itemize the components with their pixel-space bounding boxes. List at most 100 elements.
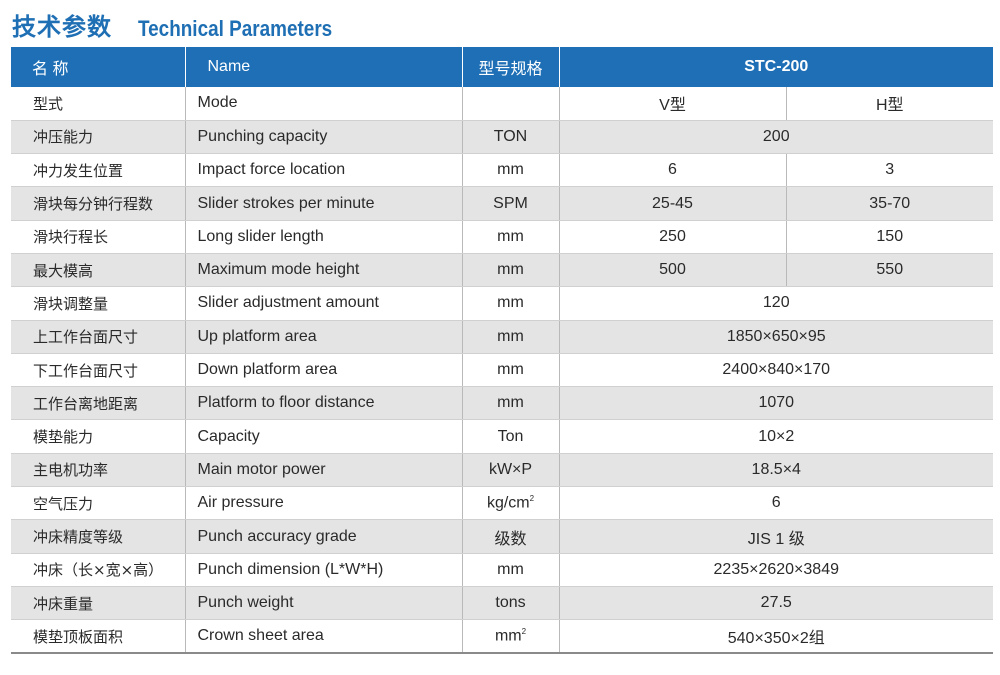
- param-value-h-type: 150: [786, 220, 993, 254]
- param-unit-superscript: 2: [529, 494, 535, 504]
- param-name-en: Long slider length: [185, 220, 463, 254]
- param-value: 540×350×2组: [559, 619, 993, 655]
- param-value: JIS 1 级: [559, 519, 993, 554]
- param-value: 1070: [559, 386, 993, 421]
- param-value: 10×2: [559, 419, 993, 454]
- param-unit-text: mm: [497, 394, 524, 412]
- header-spec: 型号规格: [462, 47, 560, 87]
- table-row: 冲床（长×宽×高） Punch dimension (L*W*H) mm 2235×2…: [11, 553, 993, 587]
- param-unit: mm: [462, 220, 560, 254]
- param-name-en: Impact force location: [185, 153, 463, 188]
- param-unit: mm: [462, 320, 560, 354]
- param-name-zh: 滑块行程长: [11, 220, 186, 254]
- param-unit-text: mm: [494, 627, 522, 645]
- param-name-zh: 型式: [11, 87, 186, 121]
- param-value-h-type: 550: [786, 253, 993, 288]
- param-unit-text: Ton: [497, 427, 524, 445]
- param-unit: Ton: [462, 419, 560, 454]
- param-unit-text: TON: [493, 127, 528, 145]
- table-row: 下工作台面尺寸 Down platform area mm 2400×840×170: [11, 353, 993, 388]
- table-row: 最大模高 Maximum mode height mm 500 550: [11, 253, 993, 288]
- table-row: 冲压能力 Punching capacity TON 200: [11, 120, 993, 155]
- table-row: 滑块每分钟行程数 Slider strokes per minute SPM 25-4…: [11, 186, 993, 221]
- param-unit-text: kg/cm: [486, 494, 530, 512]
- param-value-v-type: 6: [559, 153, 787, 188]
- param-unit-text: mm: [497, 327, 524, 345]
- table-row: 滑块调整量 Slider adjustment amount mm 120: [11, 286, 993, 321]
- param-name-zh: 主电机功率: [11, 453, 186, 488]
- param-value: 2235×2620×3849: [559, 553, 993, 587]
- param-unit: mm2: [462, 619, 560, 655]
- header-name-zh: 名 称: [11, 47, 186, 87]
- page-title-en: Technical Parameters: [138, 16, 333, 41]
- param-unit-text: mm: [497, 294, 524, 312]
- param-name-en: Up platform area: [185, 320, 463, 354]
- table-row: 模垫顶板面积 Crown sheet area mm2 540×350×2组: [11, 619, 993, 655]
- param-name-en: Platform to floor distance: [185, 386, 463, 421]
- header-model: STC-200: [744, 58, 809, 75]
- table-row: 空气压力 Air pressure kg/cm2 6: [11, 486, 993, 521]
- param-unit: mm: [462, 286, 560, 321]
- table-row: 冲床重量 Punch weight tons 27.5: [11, 586, 993, 621]
- table-row: 上工作台面尺寸 Up platform area mm 1850×650×95: [11, 320, 993, 354]
- technical-parameters-table: 名 称 Name 型号规格 STC-200 型式 Mode V型 H型 冲压能力 Punc…: [11, 47, 993, 655]
- param-value-h-type: 35-70: [786, 186, 993, 221]
- param-value-v-type: 500: [559, 253, 787, 288]
- param-name-zh: 冲床精度等级: [11, 519, 186, 554]
- param-value: 1850×650×95: [559, 320, 993, 354]
- param-name-zh: 冲力发生位置: [11, 153, 186, 188]
- param-unit-text: mm: [497, 261, 524, 279]
- param-name-zh: 冲床（长×宽×高）: [11, 553, 186, 587]
- param-name-zh: 最大模高: [11, 253, 186, 288]
- table-header-row: 名 称 Name 型号规格 STC-200: [11, 47, 993, 87]
- table-row: 冲床精度等级 Punch accuracy grade 级数 JIS 1 级: [11, 519, 993, 554]
- param-unit-text: kW×P: [488, 460, 533, 478]
- param-unit: SPM: [462, 186, 560, 221]
- param-unit: kg/cm2: [462, 486, 560, 521]
- param-value-v-type: 25-45: [559, 186, 787, 221]
- param-unit: mm: [462, 253, 560, 288]
- table-row: 模垫能力 Capacity Ton 10×2: [11, 419, 993, 454]
- param-name-en: Capacity: [185, 419, 463, 454]
- param-name-en: Slider adjustment amount: [185, 286, 463, 321]
- param-name-zh: 下工作台面尺寸: [11, 353, 186, 388]
- param-name-zh: 空气压力: [11, 486, 186, 521]
- param-value-h-type: H型: [786, 87, 993, 121]
- param-unit: mm: [462, 386, 560, 421]
- param-unit: mm: [462, 353, 560, 388]
- param-name-zh: 工作台离地距离: [11, 386, 186, 421]
- param-name-zh: 上工作台面尺寸: [11, 320, 186, 354]
- param-unit-text: 级数: [494, 530, 527, 548]
- param-unit-text: tons: [495, 594, 526, 612]
- param-name-zh: 冲压能力: [11, 120, 186, 155]
- param-name-en: Down platform area: [185, 353, 463, 388]
- page-title-zh: 技术参数: [12, 13, 112, 41]
- param-name-en: Main motor power: [185, 453, 463, 488]
- table-body: 型式 Mode V型 H型冲压能力 Punching capacity TON 200 冲力发…: [11, 87, 993, 655]
- param-name-en: Slider strokes per minute: [185, 186, 463, 221]
- param-value: 120: [559, 286, 993, 321]
- param-name-en: Punch dimension (L*W*H): [185, 553, 463, 587]
- param-name-zh: 模垫能力: [11, 419, 186, 454]
- param-name-zh: 冲床重量: [11, 586, 186, 621]
- param-unit: kW×P: [462, 453, 560, 488]
- param-unit: [462, 87, 560, 121]
- param-name-en: Mode: [185, 87, 463, 121]
- table-row: 工作台离地距离 Platform to floor distance mm 1070: [11, 386, 993, 421]
- table-row: 主电机功率 Main motor power kW×P 18.5×4: [11, 453, 993, 488]
- param-unit-text: mm: [497, 161, 524, 179]
- param-value: 200: [559, 120, 993, 155]
- param-value: 18.5×4: [559, 453, 993, 488]
- table-row: 冲力发生位置 Impact force location mm 6 3: [11, 153, 993, 188]
- param-unit-text: mm: [497, 560, 524, 578]
- param-unit-text: SPM: [493, 194, 528, 212]
- param-unit: mm: [462, 153, 560, 188]
- param-name-en: Punching capacity: [185, 120, 463, 155]
- param-value: 6: [559, 486, 993, 521]
- param-value-v-type: V型: [559, 87, 787, 121]
- header-name-en: Name: [185, 47, 463, 87]
- param-unit: TON: [462, 120, 560, 155]
- param-unit: 级数: [462, 519, 560, 554]
- param-unit: tons: [462, 586, 560, 621]
- param-value-v-type: 250: [559, 220, 787, 254]
